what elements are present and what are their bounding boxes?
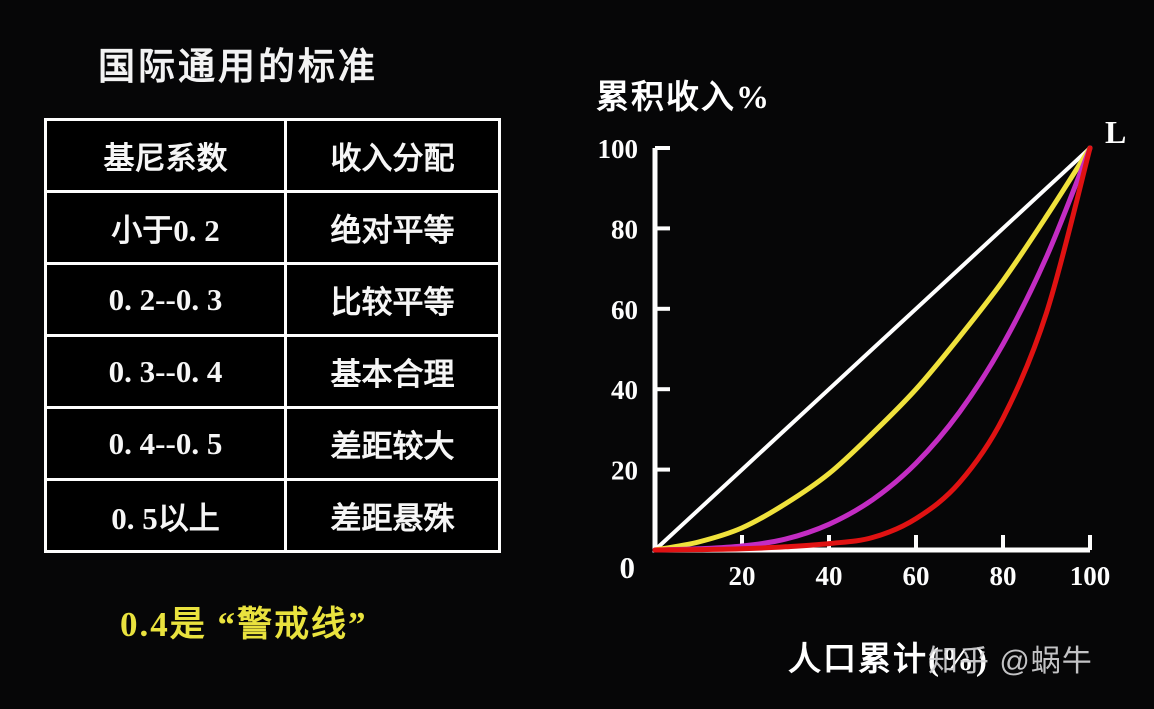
y-tick-label: 60	[611, 295, 638, 325]
corner-label-L: L	[1105, 114, 1126, 150]
lorenz-red	[652, 145, 1093, 553]
income-dist-cell: 比较平等	[284, 262, 501, 337]
header-income-distribution: 收入分配	[284, 118, 501, 193]
equality-line	[653, 146, 1092, 552]
x-tick-label: 100	[1070, 561, 1111, 591]
table-row: 小于0. 2 绝对平等	[44, 190, 501, 265]
table-header-row: 基尼系数 收入分配	[44, 118, 501, 193]
income-dist-cell: 差距较大	[284, 406, 501, 481]
y-tick-label: 80	[611, 214, 638, 244]
x-tick-label: 80	[990, 561, 1017, 591]
y-tick-label: 20	[611, 456, 638, 486]
gini-range-cell: 0. 2--0. 3	[44, 262, 287, 337]
income-dist-cell: 基本合理	[284, 334, 501, 409]
table-row: 0. 3--0. 4 基本合理	[44, 334, 501, 409]
x-tick-label: 20	[729, 561, 756, 591]
y-tick-label: 100	[598, 134, 639, 164]
x-tick-label: 60	[903, 561, 930, 591]
table-row: 0. 4--0. 5 差距较大	[44, 406, 501, 481]
y-tick-label: 40	[611, 375, 638, 405]
header-gini-coefficient: 基尼系数	[44, 118, 287, 193]
y-axis-title: 累积收入%	[596, 80, 771, 116]
lorenz-yellow	[652, 145, 1093, 553]
income-dist-cell: 差距悬殊	[284, 478, 501, 553]
gini-range-cell: 小于0. 2	[44, 190, 287, 265]
table-row: 0. 5以上 差距悬殊	[44, 478, 501, 553]
watermark: 知乎 @蜗牛	[928, 645, 1093, 678]
x-tick-label: 40	[816, 561, 843, 591]
gini-standard-table: 基尼系数 收入分配 小于0. 2 绝对平等 0. 2--0. 3 比较平等 0.…	[44, 118, 501, 553]
origin-label: 0	[620, 550, 636, 585]
warning-line-caption: 0.4是 “警戒线”	[120, 605, 368, 644]
table-title: 国际通用的标准	[98, 47, 378, 88]
gini-range-cell: 0. 5以上	[44, 478, 287, 553]
table-row: 0. 2--0. 3 比较平等	[44, 262, 501, 337]
gini-range-cell: 0. 3--0. 4	[44, 334, 287, 409]
gini-range-cell: 0. 4--0. 5	[44, 406, 287, 481]
lorenz-curve-chart: 20 40 60 80 100 20 40 60 80 100 0 L	[598, 114, 1127, 591]
income-dist-cell: 绝对平等	[284, 190, 501, 265]
x-axis-title: 人口累计(%)	[788, 642, 989, 678]
